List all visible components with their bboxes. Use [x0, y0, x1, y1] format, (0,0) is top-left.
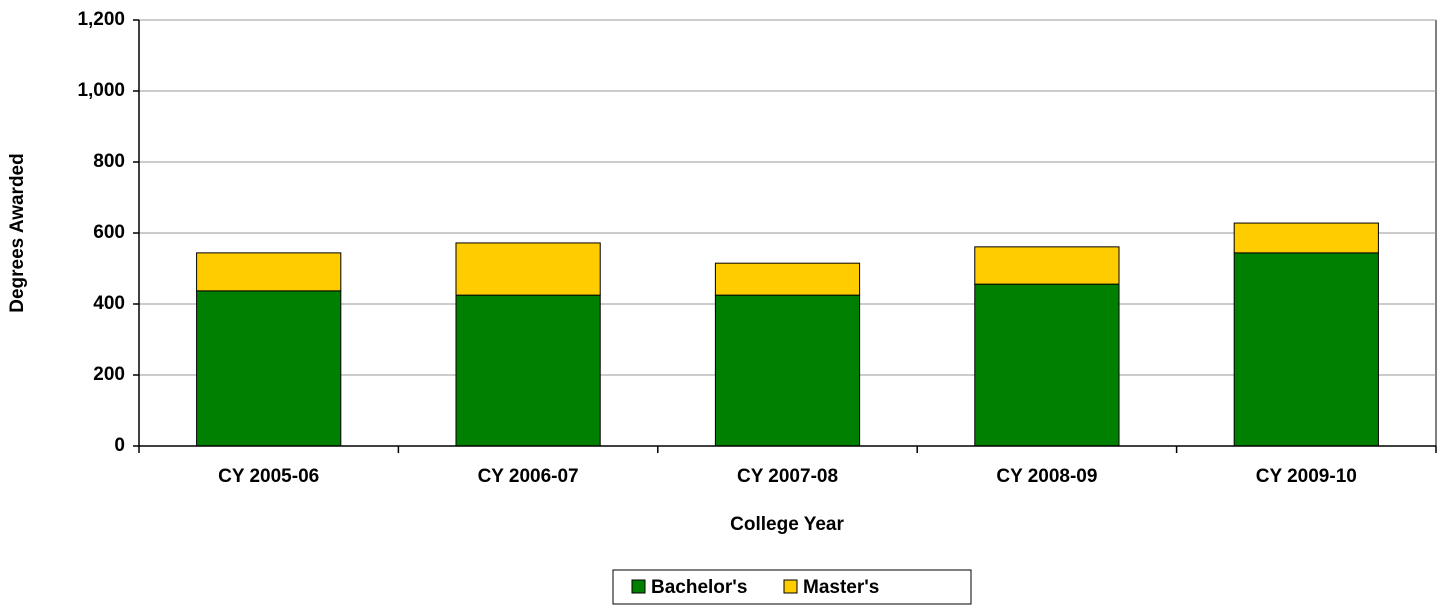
bar-segment	[1233, 222, 1379, 254]
x-axis-title: College Year	[730, 514, 844, 535]
y-tick-label: 200	[93, 364, 125, 385]
x-tick-label: CY 2009-10	[1256, 466, 1357, 487]
bar-segment	[455, 294, 601, 447]
x-tick-label: CY 2005-06	[218, 466, 319, 487]
bar-segment	[1233, 252, 1379, 447]
x-tick-label: CY 2008-09	[996, 466, 1097, 487]
y-tick-label: 0	[114, 435, 125, 456]
y-tick-label: 400	[93, 293, 125, 314]
bar-segment	[196, 290, 342, 447]
bar-segment	[196, 252, 342, 292]
legend-swatch	[783, 579, 798, 594]
legend-label: Master's	[803, 577, 879, 598]
legend-label: Bachelor's	[651, 577, 747, 598]
bar-segment	[714, 262, 861, 296]
bar-segment	[974, 283, 1120, 447]
y-axis-title: Degrees Awarded	[7, 153, 28, 312]
y-tick-label: 1,000	[77, 80, 125, 101]
legend-swatch	[631, 579, 646, 594]
y-tick-label: 600	[93, 222, 125, 243]
x-tick-label: CY 2006-07	[478, 466, 579, 487]
bar-segment	[974, 246, 1120, 285]
x-tick-label: CY 2007-08	[737, 466, 838, 487]
y-tick-label: 1,200	[77, 9, 125, 30]
y-tick-label: 800	[93, 151, 125, 172]
bar-segment	[714, 294, 861, 447]
bar-segment	[455, 242, 601, 296]
